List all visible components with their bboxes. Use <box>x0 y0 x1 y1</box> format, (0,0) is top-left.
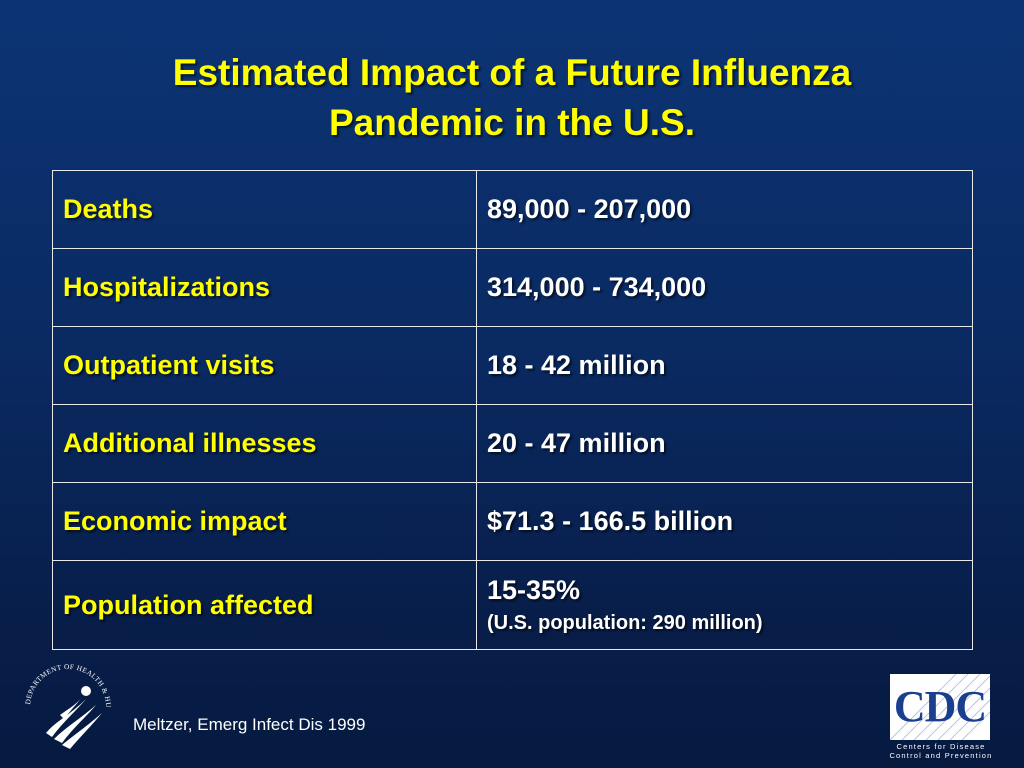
table-row: Additional illnesses 20 - 47 million <box>52 404 973 483</box>
cdc-logo-stripes <box>890 674 990 740</box>
row-value-population-affected: 15-35% (U.S. population: 290 million) <box>476 560 973 650</box>
cdc-letters: CDC <box>893 682 987 731</box>
table-row: Hospitalizations 314,000 - 734,000 <box>52 248 973 327</box>
slide-title: Estimated Impact of a Future Influenza P… <box>0 48 1024 148</box>
svg-text:DEPARTMENT OF HEALTH & HUMAN S: DEPARTMENT OF HEALTH & HUMAN SERVICES · … <box>16 655 112 708</box>
row-value-deaths: 89,000 - 207,000 <box>476 170 973 249</box>
impact-table: Deaths 89,000 - 207,000 Hospitalizations… <box>52 170 973 650</box>
row-value-economic-impact: $71.3 - 166.5 billion <box>476 482 973 561</box>
row-value-outpatient-visits: 18 - 42 million <box>476 326 973 405</box>
row-label-deaths: Deaths <box>52 170 477 249</box>
row-label-population-affected: Population affected <box>52 560 477 650</box>
cdc-subtitle-line-1: Centers for Disease <box>896 742 986 751</box>
population-percent: 15-35% <box>487 575 581 605</box>
citation: Meltzer, Emerg Infect Dis 1999 <box>133 715 366 734</box>
row-value-hospitalizations: 314,000 - 734,000 <box>476 248 973 327</box>
table-row: Deaths 89,000 - 207,000 <box>52 170 973 249</box>
population-note: (U.S. population: 290 million) <box>487 612 763 634</box>
table-row: Outpatient visits 18 - 42 million <box>52 326 973 405</box>
cdc-subtitle: Centers for Disease Control and Preventi… <box>886 742 996 760</box>
row-label-hospitalizations: Hospitalizations <box>52 248 477 327</box>
title-line-1: Estimated Impact of a Future Influenza <box>172 52 852 93</box>
cdc-logo: CDC Centers for Disease Control and Prev… <box>886 672 996 762</box>
table-row: Economic impact $71.3 - 166.5 billion <box>52 482 973 561</box>
row-label-additional-illnesses: Additional illnesses <box>52 404 477 483</box>
row-label-economic-impact: Economic impact <box>52 482 477 561</box>
table-row: Population affected 15-35% (U.S. populat… <box>52 560 973 650</box>
row-label-outpatient-visits: Outpatient visits <box>52 326 477 405</box>
hhs-seal-text: DEPARTMENT OF HEALTH & HUMAN SERVICES · … <box>16 655 112 708</box>
cdc-subtitle-line-2: Control and Prevention <box>889 751 993 760</box>
row-value-additional-illnesses: 20 - 47 million <box>476 404 973 483</box>
title-line-2: Pandemic in the U.S. <box>329 102 695 143</box>
hhs-seal-logo: DEPARTMENT OF HEALTH & HUMAN SERVICES · … <box>16 655 112 749</box>
